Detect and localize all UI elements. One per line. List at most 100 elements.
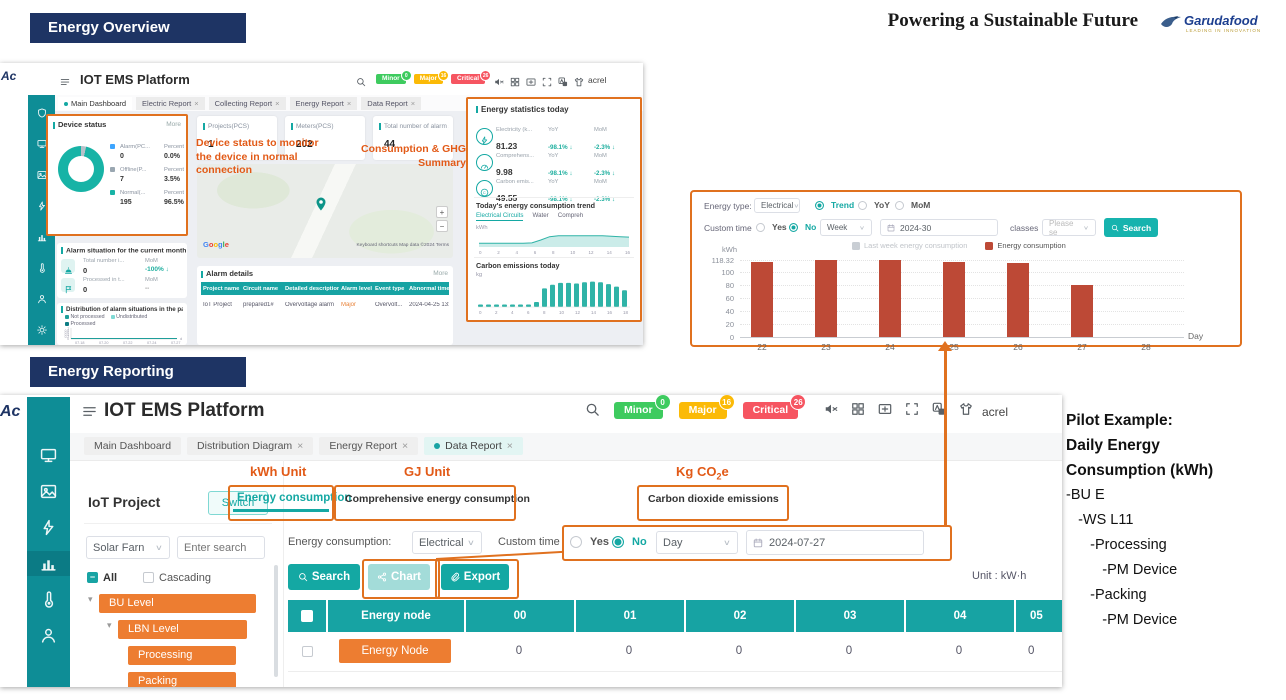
tree-item-packing[interactable]: Packing xyxy=(128,672,236,687)
tab-main-dashboard[interactable]: Main Dashboard xyxy=(58,97,133,110)
close-tab-icon[interactable]: × xyxy=(275,99,280,108)
classes-select[interactable]: Please se ∨ xyxy=(1042,219,1096,237)
tree-item-lbn-level[interactable]: LBN Level xyxy=(118,620,247,639)
critical-alarm-badge[interactable]: Critical 26 xyxy=(451,70,492,84)
tab-electric-report[interactable]: Electric Report × xyxy=(136,97,205,110)
period-select[interactable]: Week ∨ xyxy=(820,219,872,236)
sidebar-item-shield[interactable] xyxy=(28,101,55,119)
sidebar-item-thermo[interactable] xyxy=(28,256,55,274)
search-icon[interactable] xyxy=(356,74,366,87)
menu-icon[interactable] xyxy=(60,74,70,85)
tree-scrollbar[interactable] xyxy=(274,565,278,677)
sidebar-item-flash[interactable] xyxy=(28,194,55,212)
translate-icon[interactable] xyxy=(932,402,946,416)
legend-item-energy-consumption[interactable]: Energy consumption xyxy=(985,241,1066,250)
mute-icon[interactable] xyxy=(494,74,504,86)
trend-tab-compreh[interactable]: Compreh xyxy=(557,212,584,219)
radio-mom[interactable] xyxy=(895,201,904,210)
tab-energy-consumption[interactable]: Energy consumption xyxy=(237,492,352,504)
minor-alarm-badge[interactable]: Minor 0 xyxy=(614,395,671,419)
tab-main-dashboard[interactable]: Main Dashboard xyxy=(84,437,182,455)
user-name[interactable]: acrel xyxy=(588,75,607,85)
legend-item-last-week-energy-consumption[interactable]: Last week energy consumption xyxy=(852,241,967,250)
tab-energy-report[interactable]: Energy Report × xyxy=(319,437,419,455)
grid-icon[interactable] xyxy=(510,74,520,87)
minor-alarm-badge[interactable]: Minor 0 xyxy=(376,70,412,84)
tab-carbon-dioxide-emissions[interactable]: Carbon dioxide emissions xyxy=(648,493,779,505)
close-tab-icon[interactable]: × xyxy=(297,440,304,452)
tree-search-input[interactable] xyxy=(177,536,265,559)
sidebar-item-person[interactable] xyxy=(28,287,55,305)
grid-icon[interactable] xyxy=(851,402,865,416)
sidebar-item-monitor[interactable] xyxy=(28,132,55,150)
sidebar-item-flash[interactable] xyxy=(27,515,70,540)
project-select[interactable]: Solar Farn ∨ xyxy=(86,536,170,559)
critical-alarm-badge[interactable]: Critical 26 xyxy=(742,395,807,419)
radio-yes[interactable] xyxy=(756,223,765,232)
alarm-table-row[interactable]: IoT Project prepared1# Overvoltage alarm Ma… xyxy=(201,299,449,311)
sidebar-item-thermo[interactable] xyxy=(27,587,70,612)
tree-item-processing[interactable]: Processing xyxy=(128,646,236,665)
date-input[interactable]: 2024-30 xyxy=(880,219,998,236)
close-tab-icon[interactable]: × xyxy=(194,99,199,108)
menu-icon[interactable] xyxy=(82,404,97,419)
caret-down-icon[interactable]: ▾ xyxy=(88,594,93,604)
export-button[interactable]: Export xyxy=(441,564,509,590)
fullscreen-icon[interactable] xyxy=(542,74,552,87)
tree-item-bu-level[interactable]: BU Level xyxy=(99,594,256,613)
chart-button[interactable]: Chart xyxy=(368,564,430,590)
date-input[interactable]: 2024-07-27 xyxy=(746,530,924,555)
close-tab-icon[interactable]: × xyxy=(402,440,409,452)
sidebar-item-person[interactable] xyxy=(27,623,70,648)
shirt-icon[interactable] xyxy=(959,402,973,416)
search-button[interactable]: Search xyxy=(1104,218,1158,237)
tab-energy-report[interactable]: Energy Report × xyxy=(289,97,358,110)
cascading-checkbox[interactable] xyxy=(143,572,154,583)
close-tab-icon[interactable]: × xyxy=(506,440,513,452)
sidebar-item-image[interactable] xyxy=(27,479,70,504)
shirt-icon[interactable] xyxy=(574,74,584,87)
search-icon[interactable] xyxy=(585,402,600,417)
row-checkbox[interactable] xyxy=(301,645,313,657)
more-link[interactable]: More xyxy=(433,270,448,277)
sidebar-item-sun[interactable] xyxy=(28,318,55,336)
screen-icon[interactable] xyxy=(526,74,536,86)
sidebar-item-bar-chart[interactable] xyxy=(28,225,55,243)
type-select[interactable]: Electrical ∨ xyxy=(412,531,482,554)
radio-yoy[interactable] xyxy=(858,201,867,210)
sidebar-item-bar-chart[interactable] xyxy=(27,551,70,576)
fullscreen-icon[interactable] xyxy=(905,402,919,416)
tab-comprehensive-energy-consumption[interactable]: Comprehensive energy consumption xyxy=(345,493,530,505)
tab-data-report[interactable]: Data Report × xyxy=(424,437,523,455)
search-button[interactable]: Search xyxy=(288,564,360,590)
close-tab-icon[interactable]: × xyxy=(346,99,352,108)
radio-no[interactable] xyxy=(789,223,798,232)
period-select[interactable]: Day ∨ xyxy=(656,531,738,554)
map-zoom-out-button[interactable]: − xyxy=(436,220,448,232)
user-name[interactable]: acrel xyxy=(982,405,1009,419)
translate-icon[interactable] xyxy=(558,74,568,87)
map-attribution[interactable]: Keyboard shortcuts Map data ©2024 Terms xyxy=(356,243,449,248)
mute-icon[interactable] xyxy=(824,402,838,416)
energy-node-chip[interactable]: Energy Node xyxy=(339,639,451,663)
map-panel[interactable]: Google Keyboard shortcuts Map data ©2024… xyxy=(197,164,453,258)
tab-distribution-diagram[interactable]: Distribution Diagram × xyxy=(187,437,314,455)
trend-tab-electrical-circuits[interactable]: Electrical Circuits xyxy=(476,212,524,221)
more-link[interactable]: More xyxy=(166,121,181,128)
select-all-checkbox[interactable] xyxy=(301,610,313,622)
trend-tab-water[interactable]: Water xyxy=(532,212,549,219)
caret-down-icon[interactable]: ▾ xyxy=(107,620,112,630)
tab-collecting-report[interactable]: Collecting Report × xyxy=(208,97,286,110)
tab-data-report[interactable]: Data Report × xyxy=(361,97,422,110)
map-zoom-in-button[interactable]: + xyxy=(436,206,448,218)
screen-icon[interactable] xyxy=(878,402,892,416)
sidebar-item-monitor[interactable] xyxy=(27,443,70,468)
close-tab-icon[interactable]: × xyxy=(410,99,416,108)
radio-yes[interactable] xyxy=(570,536,582,548)
map-pin-icon[interactable] xyxy=(313,196,329,212)
major-alarm-badge[interactable]: Major 16 xyxy=(678,395,735,419)
major-alarm-badge[interactable]: Major 16 xyxy=(413,70,450,84)
radio-trend[interactable] xyxy=(815,201,824,210)
all-checkbox[interactable]: − xyxy=(87,572,98,583)
sidebar-item-image[interactable] xyxy=(28,163,55,181)
